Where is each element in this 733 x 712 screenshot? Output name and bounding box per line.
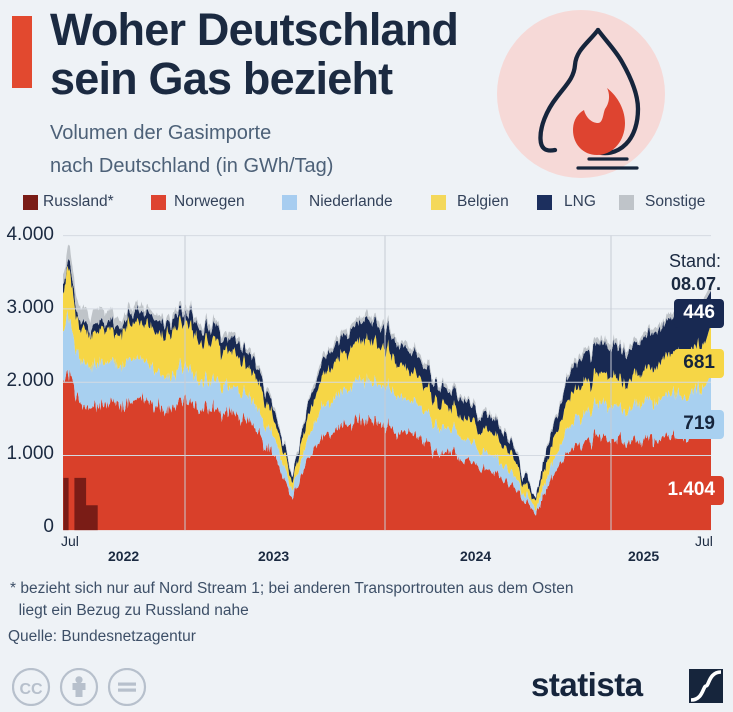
- svg-text:statista: statista: [531, 666, 644, 703]
- svg-text:CC: CC: [19, 681, 43, 698]
